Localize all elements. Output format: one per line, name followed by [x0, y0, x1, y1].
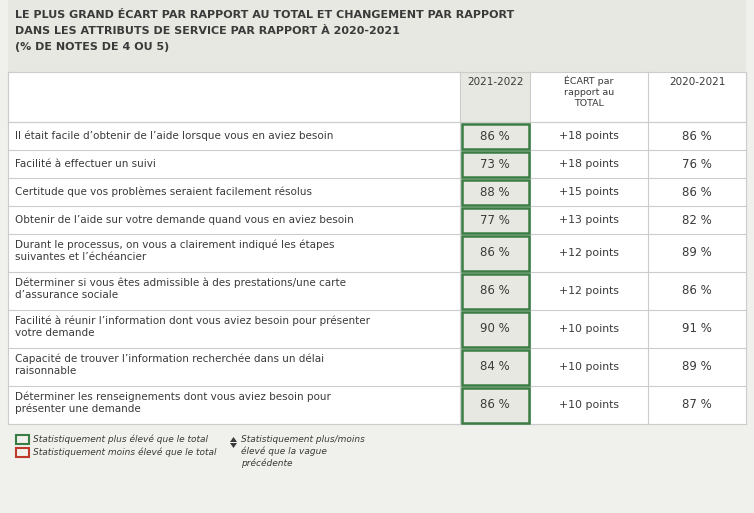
- Bar: [461, 387, 529, 423]
- Bar: [461, 235, 529, 270]
- Text: d’assurance sociale: d’assurance sociale: [15, 290, 118, 300]
- Text: +18 points: +18 points: [559, 159, 619, 169]
- Text: 2020-2021: 2020-2021: [669, 77, 725, 87]
- Text: +18 points: +18 points: [559, 131, 619, 141]
- Bar: [461, 311, 529, 346]
- Text: +10 points: +10 points: [559, 362, 619, 372]
- Text: 86 %: 86 %: [480, 129, 510, 143]
- Text: 73 %: 73 %: [480, 157, 510, 170]
- Text: 86 %: 86 %: [480, 285, 510, 298]
- Bar: [16, 435, 29, 444]
- Text: Statistiquement plus élevé que le total: Statistiquement plus élevé que le total: [33, 435, 208, 444]
- Text: 86 %: 86 %: [682, 129, 712, 143]
- Text: 87 %: 87 %: [682, 399, 712, 411]
- Text: Facilité à effectuer un suivi: Facilité à effectuer un suivi: [15, 159, 156, 169]
- Text: 89 %: 89 %: [682, 361, 712, 373]
- Text: Il était facile d’obtenir de l’aide lorsque vous en aviez besoin: Il était facile d’obtenir de l’aide lors…: [15, 131, 333, 141]
- Bar: [8, 122, 746, 424]
- Text: présenter une demande: présenter une demande: [15, 404, 141, 415]
- Text: Facilité à réunir l’information dont vous aviez besoin pour présenter: Facilité à réunir l’information dont vou…: [15, 315, 370, 326]
- Text: +12 points: +12 points: [559, 286, 619, 296]
- Text: Déterminer les renseignements dont vous aviez besoin pour: Déterminer les renseignements dont vous …: [15, 391, 331, 402]
- Bar: [461, 180, 529, 205]
- Bar: [461, 124, 529, 148]
- Text: Obtenir de l’aide sur votre demande quand vous en aviez besoin: Obtenir de l’aide sur votre demande quan…: [15, 215, 354, 225]
- Text: +12 points: +12 points: [559, 248, 619, 258]
- Text: LE PLUS GRAND ÉCART PAR RAPPORT AU TOTAL ET CHANGEMENT PAR RAPPORT: LE PLUS GRAND ÉCART PAR RAPPORT AU TOTAL…: [15, 10, 514, 20]
- Text: suivantes et l’échéancier: suivantes et l’échéancier: [15, 252, 146, 262]
- Text: +10 points: +10 points: [559, 400, 619, 410]
- Text: 76 %: 76 %: [682, 157, 712, 170]
- Text: Durant le processus, on vous a clairement indiqué les étapes: Durant le processus, on vous a clairemen…: [15, 239, 335, 249]
- Text: 86 %: 86 %: [480, 399, 510, 411]
- Text: Statistiquement moins élevé que le total: Statistiquement moins élevé que le total: [33, 448, 216, 457]
- Bar: [8, 0, 746, 72]
- Text: Certitude que vos problèmes seraient facilement résolus: Certitude que vos problèmes seraient fac…: [15, 187, 312, 198]
- Text: +15 points: +15 points: [559, 187, 619, 197]
- Text: 84 %: 84 %: [480, 361, 510, 373]
- Text: 77 %: 77 %: [480, 213, 510, 227]
- Bar: [461, 151, 529, 176]
- Text: Déterminer si vous êtes admissible à des prestations/une carte: Déterminer si vous êtes admissible à des…: [15, 277, 346, 287]
- Text: +10 points: +10 points: [559, 324, 619, 334]
- Bar: [461, 207, 529, 232]
- Bar: [461, 349, 529, 385]
- Text: 91 %: 91 %: [682, 323, 712, 336]
- Bar: [461, 273, 529, 308]
- Bar: [460, 72, 530, 122]
- Text: Statistiquement plus/moins
élevé que la vague
précédente: Statistiquement plus/moins élevé que la …: [241, 435, 365, 467]
- Text: 86 %: 86 %: [682, 285, 712, 298]
- Text: 90 %: 90 %: [480, 323, 510, 336]
- Text: 86 %: 86 %: [480, 247, 510, 260]
- Text: DANS LES ATTRIBUTS DE SERVICE PAR RAPPORT À 2020-2021: DANS LES ATTRIBUTS DE SERVICE PAR RAPPOR…: [15, 26, 400, 36]
- Text: 82 %: 82 %: [682, 213, 712, 227]
- Text: 86 %: 86 %: [682, 186, 712, 199]
- Text: raisonnable: raisonnable: [15, 366, 76, 376]
- Text: votre demande: votre demande: [15, 328, 94, 338]
- Text: 88 %: 88 %: [480, 186, 510, 199]
- Bar: [16, 448, 29, 457]
- Polygon shape: [230, 443, 237, 448]
- Text: 89 %: 89 %: [682, 247, 712, 260]
- Text: 2021-2022: 2021-2022: [467, 77, 523, 87]
- Bar: [8, 72, 746, 122]
- Text: +13 points: +13 points: [559, 215, 619, 225]
- Bar: [460, 122, 530, 424]
- Text: Capacité de trouver l’information recherchée dans un délai: Capacité de trouver l’information recher…: [15, 353, 324, 364]
- Text: (% DE NOTES DE 4 OU 5): (% DE NOTES DE 4 OU 5): [15, 42, 169, 52]
- Text: ÉCART par
rapport au
TOTAL: ÉCART par rapport au TOTAL: [564, 76, 614, 108]
- Polygon shape: [230, 437, 237, 442]
